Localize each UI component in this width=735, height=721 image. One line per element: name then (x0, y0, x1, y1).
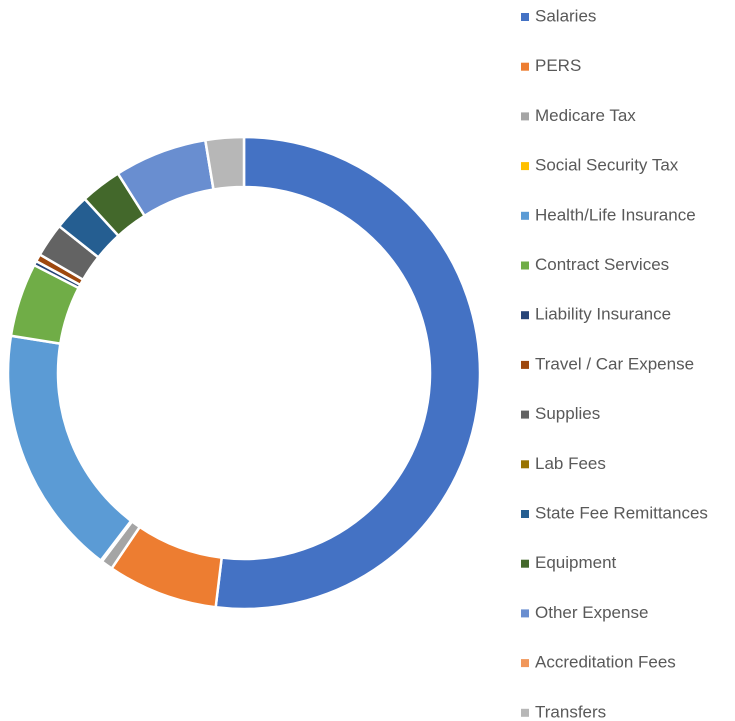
legend-label: Accreditation Fees (535, 653, 676, 672)
legend-label: Medicare Tax (535, 106, 636, 125)
legend-swatch (521, 609, 529, 618)
legend-label: Contract Services (535, 255, 669, 274)
legend-label: Social Security Tax (535, 156, 679, 175)
legend-swatch (521, 659, 529, 668)
legend-swatch (521, 62, 529, 71)
legend-swatch (521, 360, 529, 369)
legend-swatch (521, 211, 529, 220)
legend-swatch (521, 708, 529, 717)
legend-swatch (521, 13, 529, 21)
legend-label: Liability Insurance (535, 305, 671, 324)
legend-label: Salaries (535, 6, 596, 25)
legend-label: Health/Life Insurance (535, 205, 696, 224)
legend-swatch (521, 460, 529, 469)
legend-label: Transfers (535, 702, 606, 721)
legend-swatch (521, 311, 529, 320)
legend-label: PERS (535, 56, 581, 75)
legend-swatch (521, 261, 529, 270)
donut-segment (214, 135, 482, 611)
legend-label: State Fee Remittances (535, 503, 708, 522)
legend-label: Supplies (535, 404, 600, 423)
legend-label: Travel / Car Expense (535, 354, 694, 373)
legend-label: Equipment (535, 553, 617, 572)
legend-swatch (521, 559, 529, 568)
legend-swatch (521, 510, 529, 518)
legend-swatch (521, 410, 529, 419)
legend-swatch (521, 112, 529, 121)
legend-swatch (521, 162, 529, 171)
donut-segment (203, 135, 246, 191)
legend-label: Other Expense (535, 603, 648, 622)
legend-label: Lab Fees (535, 454, 606, 473)
donut-segment (6, 334, 133, 563)
